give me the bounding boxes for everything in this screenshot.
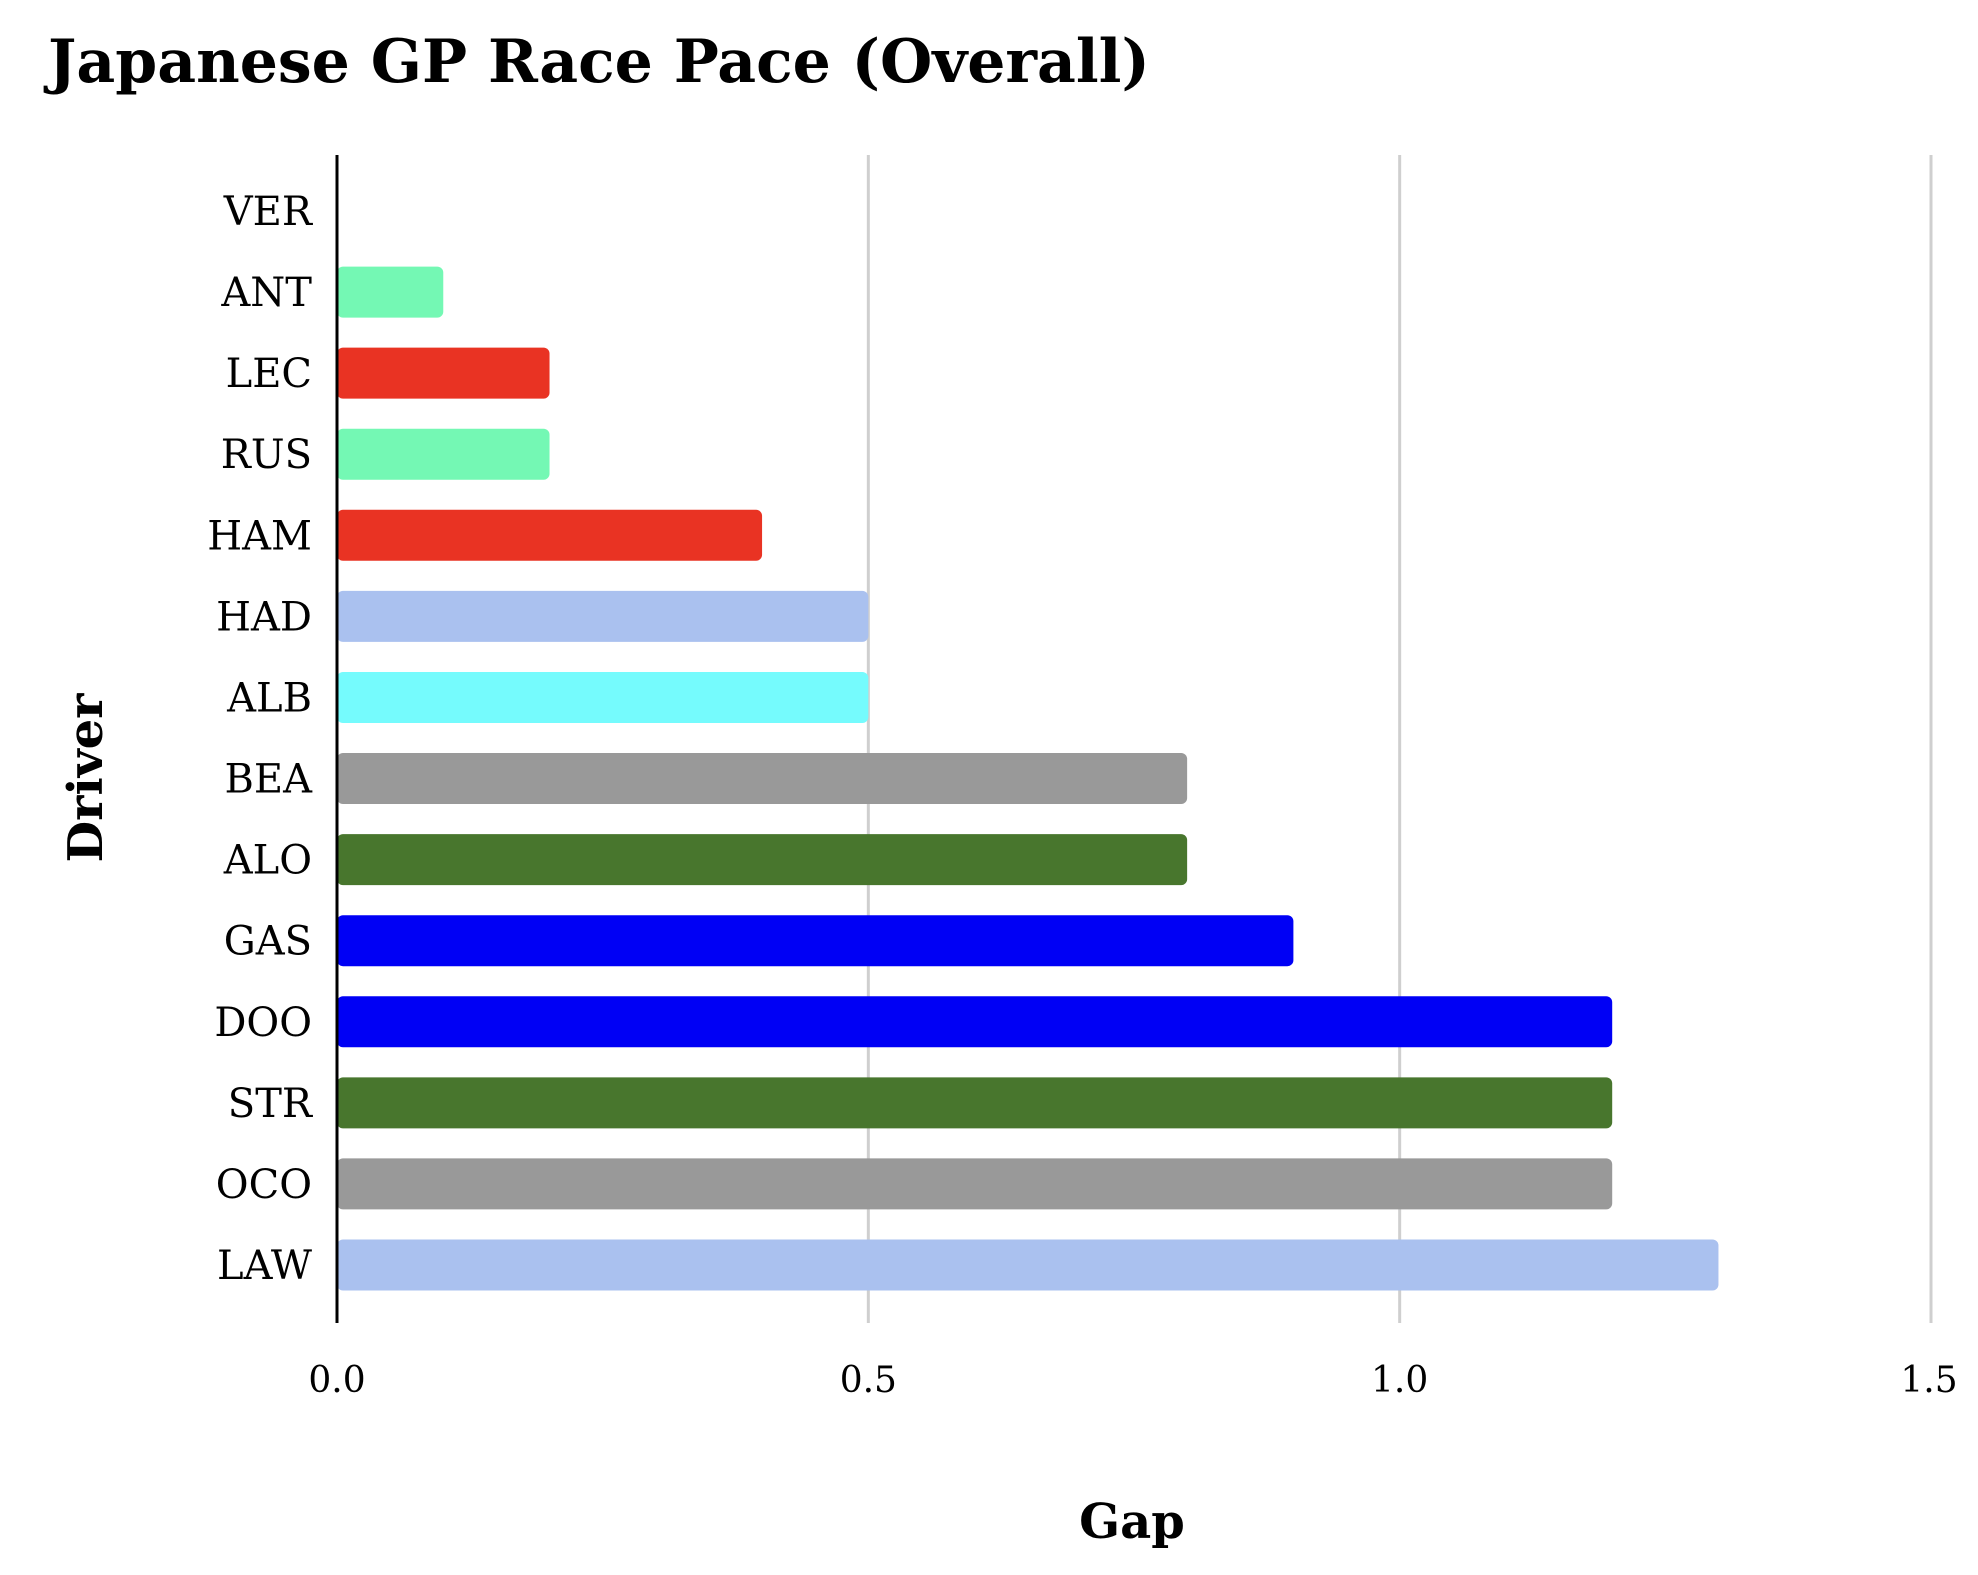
category-label-alo: ALO	[223, 838, 312, 884]
bar-ham	[337, 509, 763, 561]
x-tick-label: 1.5	[1900, 1360, 1957, 1401]
category-label-ver: VER	[223, 189, 314, 235]
bar-had	[337, 590, 869, 642]
bar-ant	[337, 266, 444, 318]
category-label-law: LAW	[217, 1243, 312, 1289]
x-tick-label: 0.0	[308, 1360, 365, 1401]
bar-alb	[337, 671, 869, 723]
category-labels: VER ANT LEC RUS HAM HAD ALB BEA ALO GAS DOO STR OCO L…	[207, 189, 314, 1289]
category-label-doo: DOO	[214, 1000, 312, 1046]
grid-lines	[866, 155, 1933, 1323]
category-label-gas: GAS	[224, 919, 312, 965]
bar-bea	[337, 753, 1188, 805]
category-label-ham: HAM	[207, 513, 312, 559]
bar-lec	[337, 347, 550, 399]
category-label-str: STR	[228, 1081, 314, 1127]
x-axis-title: Gap	[1079, 1494, 1185, 1550]
bar-doo	[337, 996, 1613, 1048]
bar-alo	[337, 834, 1188, 886]
bar-law	[337, 1239, 1719, 1291]
bar-gas	[337, 915, 1294, 967]
category-label-bea: BEA	[225, 757, 314, 803]
x-tick-labels: 0.0 0.5 1.0 1.5	[308, 1360, 1957, 1401]
category-label-alb: ALB	[226, 675, 312, 721]
chart-title: Japanese GP Race Pace (Overall)	[43, 27, 1150, 97]
bar-oco	[337, 1158, 1613, 1210]
category-label-ant: ANT	[220, 270, 312, 316]
x-tick-label: 1.0	[1371, 1360, 1428, 1401]
bars	[337, 266, 1719, 1291]
category-label-lec: LEC	[226, 351, 312, 397]
bar-str	[337, 1077, 1613, 1129]
x-tick-label: 0.5	[840, 1360, 897, 1401]
category-label-had: HAD	[216, 594, 312, 640]
bar-rus	[337, 428, 550, 480]
category-label-rus: RUS	[221, 432, 312, 478]
category-label-oco: OCO	[216, 1162, 312, 1208]
y-axis-title: Driver	[58, 693, 114, 863]
